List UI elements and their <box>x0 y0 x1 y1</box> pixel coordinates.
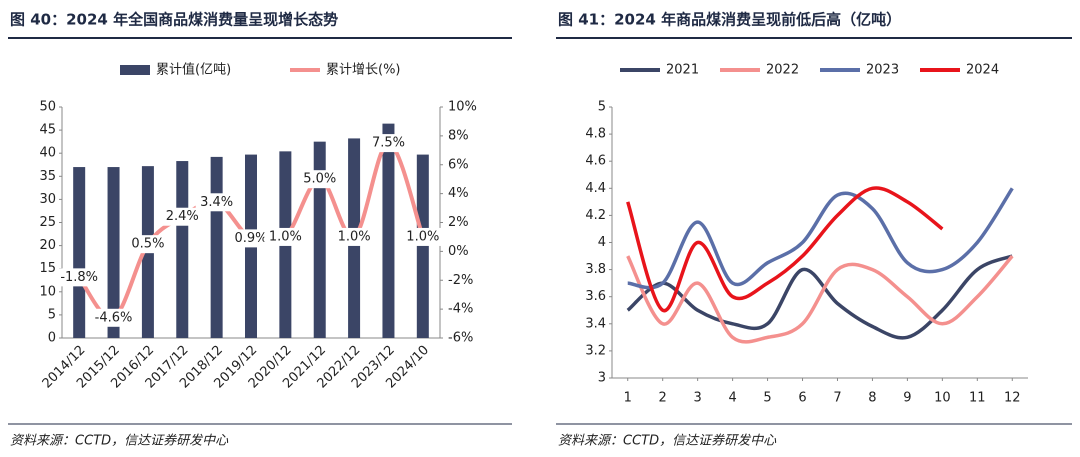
data-label-bg <box>298 170 341 189</box>
data-label-bg <box>264 227 307 246</box>
x-tick-label: 6 <box>798 391 806 406</box>
y-tick-label: 5 <box>598 100 606 115</box>
y2-tick-label: 4% <box>448 186 469 201</box>
y-tick-label: 4.6 <box>585 154 606 169</box>
x-tick-label: 8 <box>868 391 876 406</box>
bar <box>313 141 326 338</box>
y-tick-label: 3.2 <box>585 343 606 358</box>
data-label-bg <box>126 235 169 254</box>
y2-tick-label: -4% <box>448 302 473 317</box>
data-label: 0.5% <box>131 237 164 252</box>
y-tick-label: 50 <box>39 100 56 115</box>
y-tick-label: 25 <box>39 215 56 230</box>
data-label-bg <box>367 134 410 153</box>
data-label: 2.4% <box>166 209 199 224</box>
bar <box>210 156 223 338</box>
legend-label: 2021 <box>666 63 699 78</box>
y2-tick-label: -6% <box>448 331 473 346</box>
bar <box>73 167 86 338</box>
y-tick-label: 5 <box>48 307 56 322</box>
legend-label: 2022 <box>766 63 799 78</box>
legend-label: 累计增长(%) <box>326 63 401 78</box>
bar <box>107 167 120 338</box>
y-tick-label: 3.4 <box>585 316 606 331</box>
y-tick-label: 3 <box>598 371 606 386</box>
y2-tick-label: 6% <box>448 157 469 172</box>
x-tick-label: 10 <box>934 391 951 406</box>
x-tick-label: 2 <box>659 391 667 406</box>
bar <box>176 161 189 338</box>
line <box>627 187 1014 290</box>
data-label-bg <box>333 227 376 246</box>
y-tick-label: 0 <box>48 331 56 346</box>
line <box>626 254 1013 340</box>
legend-swatch <box>120 65 150 75</box>
data-label: -1.8% <box>60 270 98 285</box>
data-label: 1.0% <box>338 229 371 244</box>
data-label-bg <box>195 193 238 212</box>
data-label: -4.6% <box>95 310 133 325</box>
y-tick-label: 10 <box>39 284 56 299</box>
y-tick-label: 3.6 <box>585 289 606 304</box>
data-label: 0.9% <box>234 231 267 246</box>
line <box>626 186 944 313</box>
y-tick-label: 20 <box>39 238 56 253</box>
data-label-bg <box>161 207 204 226</box>
data-label: 7.5% <box>372 136 405 151</box>
data-label: 3.4% <box>200 195 233 210</box>
y-tick-label: 45 <box>39 123 56 138</box>
data-label-bg <box>401 227 444 246</box>
y2-tick-label: 10% <box>448 100 477 115</box>
data-label-bg <box>92 308 135 327</box>
x-tick-label: 9 <box>903 391 911 406</box>
y-tick-label: 30 <box>39 192 56 207</box>
y-tick-label: 40 <box>39 146 56 161</box>
x-tick-label: 7 <box>833 391 841 406</box>
data-label-bg <box>230 229 272 248</box>
x-tick-label: 11 <box>969 391 986 406</box>
y2-tick-label: 8% <box>448 128 469 143</box>
y-tick-label: 4.2 <box>585 208 606 223</box>
legend-label: 累计值(亿吨) <box>156 62 231 78</box>
bar <box>382 123 395 338</box>
source: 资料来源：CCTD，信达证券研发中心 <box>10 434 229 449</box>
data-label: 1.0% <box>406 229 439 244</box>
y-tick-label: 4.4 <box>585 181 606 196</box>
data-label-bg <box>58 268 101 287</box>
x-tick-label: 4 <box>728 391 736 406</box>
y-tick-label: 35 <box>39 169 56 184</box>
chart-title: 图 41：2024 年商品煤消费呈现前低后高（亿吨） <box>558 11 901 29</box>
x-tick-label: 5 <box>763 391 771 406</box>
y-tick-label: 4.8 <box>585 127 606 142</box>
source: 资料来源：CCTD，信达证券研发中心 <box>558 434 777 449</box>
chart-title: 图 40：2024 年全国商品煤消费量呈现增长态势 <box>10 11 338 29</box>
line <box>626 254 1014 344</box>
data-label: 1.0% <box>269 229 302 244</box>
legend-label: 2024 <box>966 63 999 78</box>
legend-label: 2023 <box>866 63 899 78</box>
x-tick-label: 12 <box>1004 391 1021 406</box>
y2-tick-label: -2% <box>448 273 473 288</box>
x-tick-label: 3 <box>694 391 702 406</box>
bar <box>416 154 429 338</box>
x-tick-label: 1 <box>624 391 632 406</box>
y-tick-label: 15 <box>39 261 56 276</box>
data-label: 5.0% <box>303 172 336 187</box>
y2-tick-label: 0% <box>448 244 469 259</box>
y-tick-label: 3.8 <box>585 262 606 277</box>
y2-tick-label: 2% <box>448 215 469 230</box>
y-tick-label: 4 <box>598 235 606 250</box>
